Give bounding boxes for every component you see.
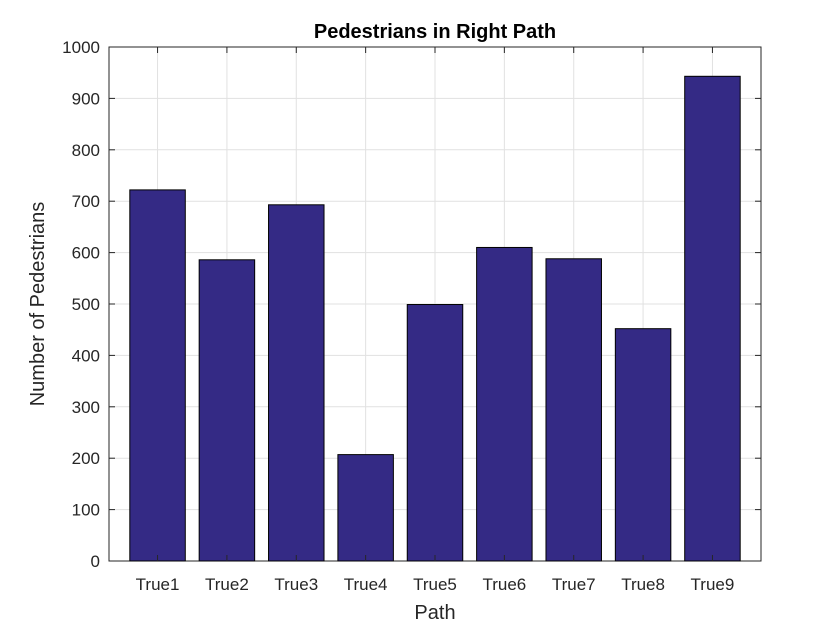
y-tick-label: 800 — [72, 141, 100, 160]
y-tick-label: 100 — [72, 501, 100, 520]
bar-true3 — [268, 204, 325, 562]
y-axis-ticks: 0 100 200 300 400 500 600 700 800 900 1000 — [62, 38, 761, 571]
y-tick-label: 0 — [91, 552, 100, 571]
x-axis-label: Path — [414, 602, 455, 624]
x-tick-label: True5 — [413, 575, 457, 594]
bar-true6 — [476, 246, 533, 562]
y-axis-label: Number of Pedestrians — [27, 202, 49, 407]
y-tick-label: 300 — [72, 398, 100, 417]
x-tick-label: True7 — [552, 575, 596, 594]
y-tick-label: 200 — [72, 449, 100, 468]
x-axis-ticks: True1 True2 True3 True4 True5 True6 True7 True8… — [136, 47, 735, 594]
chart-title: Pedestrians in Right Path — [314, 21, 556, 43]
y-tick-label: 600 — [72, 244, 100, 263]
x-tick-label: True4 — [344, 575, 388, 594]
x-tick-label: True1 — [136, 575, 180, 594]
x-tick-label: True8 — [621, 575, 665, 594]
y-tick-label: 700 — [72, 192, 100, 211]
x-tick-label: True9 — [691, 575, 735, 594]
bar-true9 — [684, 75, 741, 562]
bar-true4 — [337, 454, 394, 562]
y-tick-label: 1000 — [62, 38, 100, 57]
bar-true2 — [198, 259, 256, 562]
y-tick-label: 400 — [72, 346, 100, 365]
y-tick-label: 500 — [72, 295, 100, 314]
x-tick-label: True2 — [205, 575, 249, 594]
x-tick-label: True3 — [274, 575, 318, 594]
bars — [129, 75, 741, 562]
bar-true8 — [614, 328, 672, 562]
y-tick-label: 900 — [72, 89, 100, 108]
bar-true1 — [129, 189, 186, 562]
bar-true5 — [406, 304, 464, 562]
bar-true7 — [545, 258, 602, 562]
x-tick-label: True6 — [482, 575, 526, 594]
